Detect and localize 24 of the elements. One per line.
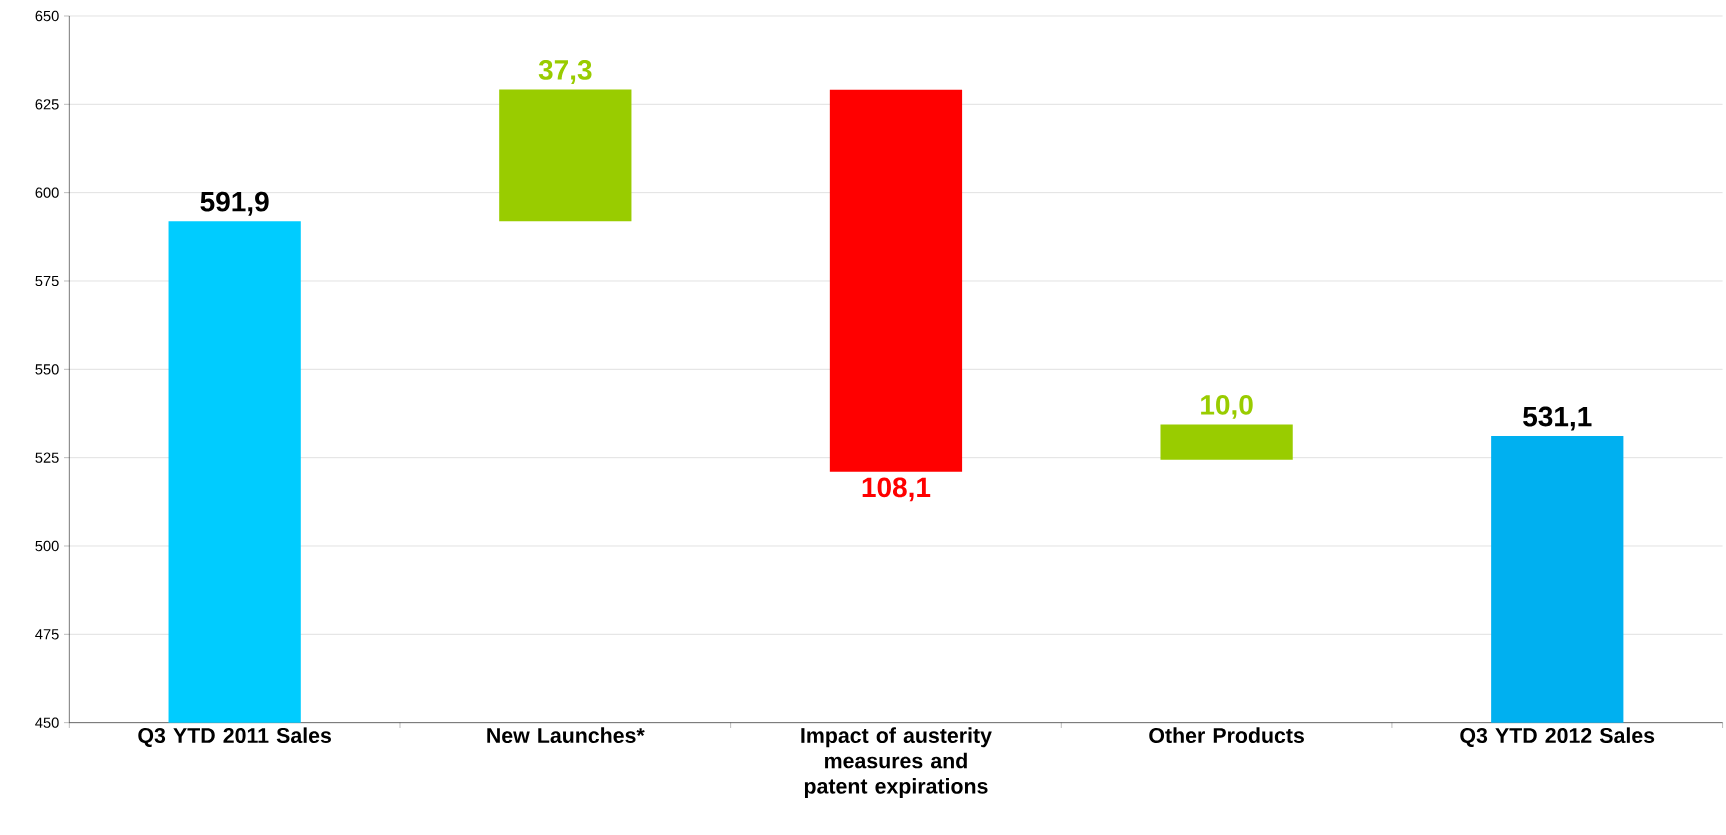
y-tick-label: 575 <box>35 276 59 287</box>
bar <box>829 90 963 472</box>
bar <box>499 89 632 222</box>
data-label: 531,1 <box>1523 406 1592 431</box>
x-tick-label: Q3 YTD 2012 Sales <box>1460 727 1655 748</box>
data-label: 37,3 <box>538 60 592 85</box>
data-label: 108,1 <box>862 477 931 502</box>
y-tick-label: 650 <box>35 10 59 22</box>
x-tick-label: Impact of austerity measures and patent expirations <box>801 727 992 799</box>
bar <box>1491 436 1624 723</box>
y-tick-label: 450 <box>35 717 59 729</box>
y-tick-label: 600 <box>35 187 59 199</box>
x-tick-label: Q3 YTD 2011 Sales <box>138 727 331 748</box>
y-tick-label: 625 <box>35 99 59 110</box>
y-tick-label: 550 <box>35 364 59 375</box>
bar <box>168 221 301 723</box>
y-tick-label: 525 <box>35 452 59 464</box>
bar <box>1160 424 1293 460</box>
y-tick-label: 475 <box>35 629 59 640</box>
data-label: 10,0 <box>1201 395 1253 420</box>
x-tick-label: Other Products <box>1149 727 1304 744</box>
x-tick-label: New Launches* <box>487 727 645 744</box>
data-label: 591,9 <box>200 191 269 216</box>
y-tick-label: 500 <box>35 540 59 552</box>
